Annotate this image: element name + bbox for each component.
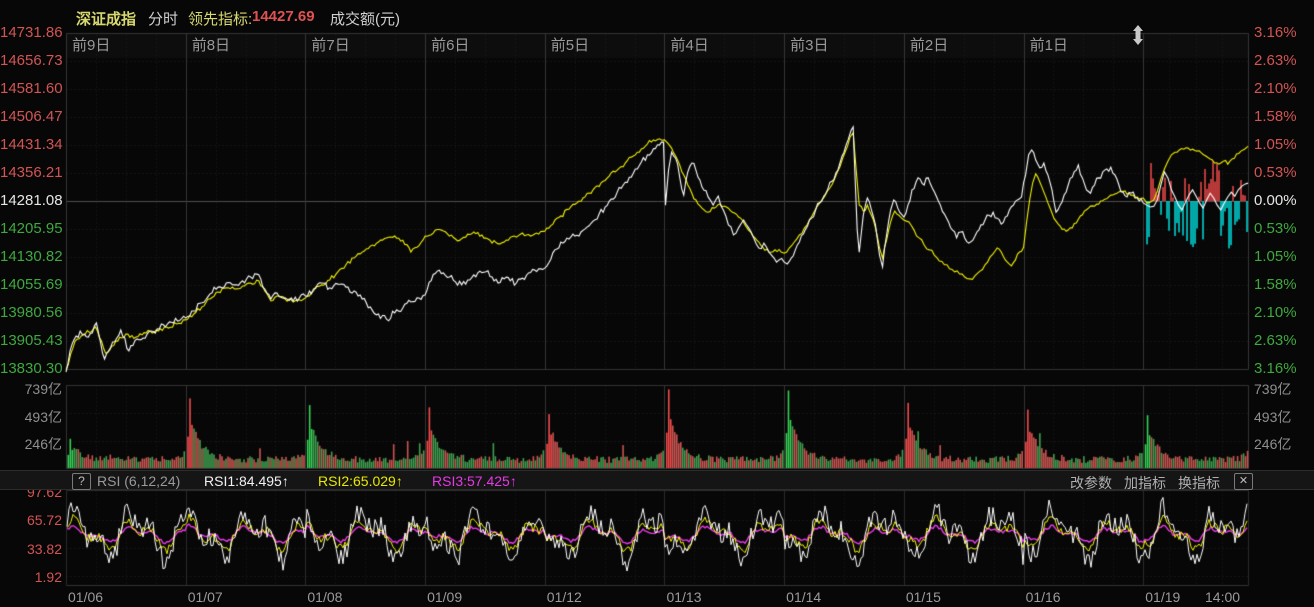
day-label: 前6日 [431,37,470,54]
price-tick: 14506.47 [0,108,63,125]
date-label: 01/07 [187,589,223,605]
day-label: 前9日 [72,37,111,54]
leading-indicator-label: 领先指标: [188,11,253,28]
updown-scroll-icon[interactable] [1131,25,1145,45]
date-label: 01/08 [307,589,343,605]
date-label: 01/14 [786,589,822,605]
date-label: 01/09 [427,589,463,605]
price-tick: 14656.73 [0,52,63,69]
rsi3-value: RSI3:57.425↑ [432,473,517,489]
volume-tick: 246亿 [1254,436,1292,453]
day-label: 前1日 [1029,37,1068,54]
percent-tick: 2.63% [1254,332,1297,349]
volume-tick: 739亿 [1254,381,1292,397]
switch-indicator-button[interactable]: 换指标 [1178,475,1220,491]
day-label: 前4日 [670,37,709,54]
volume-tick: 493亿 [24,408,62,425]
rsi-tick: 65.72 [26,512,62,529]
rsi2-value: RSI2:65.029↑ [318,473,403,489]
price-tick: 13830.30 [0,360,63,377]
rsi-toolbar: ? RSI (6,12,24) RSI1:84.495↑ RSI2:65.029… [0,470,1314,491]
percent-tick: 1.58% [1254,276,1297,293]
rsi-tick: 33.82 [26,540,62,557]
day-label: 前7日 [311,37,350,54]
date-label: 01/13 [666,589,702,605]
percent-tick: 2.10% [1254,304,1297,321]
percent-tick: 0.53% [1254,220,1297,237]
rsi-indicator-label: RSI (6,12,24) [97,473,181,489]
price-tick: 14731.86 [0,24,63,41]
price-tick: 14281.08 [0,192,63,209]
change-params-button[interactable]: 改参数 [1070,475,1112,491]
turnover-label: 成交额(元) [330,11,400,28]
date-label: 01/16 [1025,589,1061,605]
rsi1-value: RSI1:84.495↑ [204,473,289,489]
price-tick: 14356.21 [0,164,63,181]
help-button[interactable]: ? [72,473,91,490]
percent-tick: 3.16% [1254,360,1297,377]
leading-indicator-value: 14427.69 [252,8,315,25]
close-panel-button[interactable]: ✕ [1234,473,1253,490]
add-indicator-button[interactable]: 加指标 [1124,475,1166,491]
percent-tick: 1.58% [1254,108,1297,125]
date-label: 14:00 [1205,589,1241,605]
day-label: 前5日 [550,37,590,54]
price-tick: 14581.60 [0,80,63,97]
date-label: 01/15 [905,589,941,605]
chart-header: 深证成指 分时 领先指标: 14427.69 成交额(元) [0,5,1314,28]
day-label: 前2日 [909,37,949,54]
percent-tick: 1.05% [1254,248,1297,265]
price-tick: 13905.43 [0,332,63,349]
percent-tick: 2.63% [1254,52,1297,69]
percent-tick: 1.05% [1254,136,1297,153]
percent-tick: 0.00% [1254,192,1297,209]
volume-tick: 246亿 [24,436,62,453]
volume-tick: 493亿 [1254,408,1292,425]
price-tick: 13980.56 [0,304,63,321]
date-label: 01/12 [546,589,582,605]
rsi-tick: 1.92 [34,568,62,585]
percent-tick: 2.10% [1254,80,1297,97]
price-tick: 14055.69 [0,276,63,293]
date-label: 01/19 [1145,589,1181,605]
volume-tick: 739亿 [24,381,62,397]
price-tick: 14431.34 [0,136,63,153]
day-label: 前8日 [191,37,231,54]
price-tick: 14205.95 [0,220,63,237]
day-label: 前3日 [790,37,829,54]
date-label: 01/06 [68,589,104,605]
percent-tick: 0.53% [1254,164,1297,181]
index-name: 深证成指 [76,11,137,28]
mode-label: 分时 [148,11,179,28]
price-tick: 14130.82 [0,248,63,265]
percent-tick: 3.16% [1254,24,1297,41]
